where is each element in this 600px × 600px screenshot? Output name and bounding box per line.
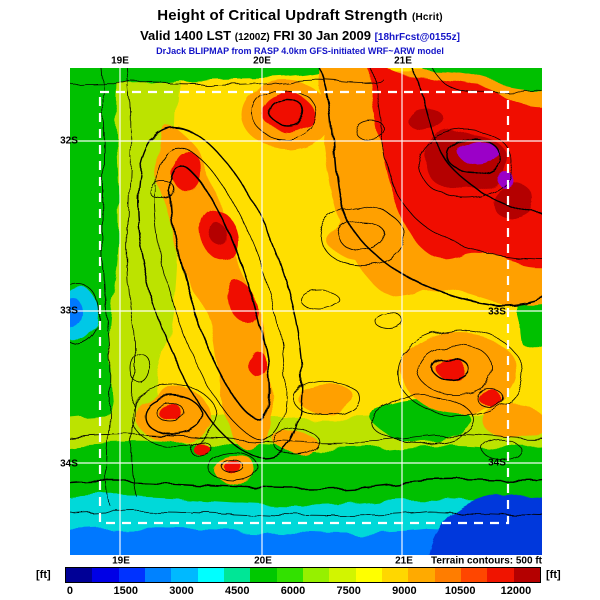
- lon-label-top-20e: 20E: [253, 55, 271, 67]
- forecast-run-tag: [18hrFcst@0155z]: [374, 32, 460, 43]
- model-attribution: DrJack BLIPMAP from RASP 4.0km GFS-initi…: [156, 46, 444, 56]
- lon-label-bottom-21e: 21E: [395, 555, 413, 567]
- colorbar-cell: [92, 568, 119, 582]
- colorbar-cell: [381, 568, 409, 582]
- colorbar-cell: [118, 568, 145, 582]
- map-plot: [70, 68, 542, 555]
- colorbar-tick-label: 6000: [280, 585, 306, 597]
- title-text: Height of Critical Updraft Strength: [157, 7, 408, 24]
- colorbar-unit-right: [ft]: [546, 569, 561, 581]
- colorbar-cell: [513, 568, 540, 582]
- header: Height of Critical Updraft Strength (Hcr…: [0, 7, 600, 56]
- colorbar-unit-left: [ft]: [36, 569, 51, 581]
- colorbar-cell: [355, 568, 382, 582]
- lon-label-top-19e: 19E: [111, 55, 129, 67]
- colorbar-tick-label: 10500: [444, 585, 476, 597]
- lat-label-left-33s: 33S: [60, 305, 78, 317]
- colorbar-tick-label: 12000: [500, 585, 532, 597]
- domain-boundary: [98, 90, 510, 525]
- valid-time-local: Valid 1400 LST: [140, 28, 232, 43]
- valid-time-zulu: (1200Z): [234, 32, 270, 43]
- valid-date: FRI 30 Jan 2009: [273, 28, 371, 43]
- lat-label-right-34s: 34S: [488, 457, 506, 469]
- lon-label-bottom-20e: 20E: [254, 555, 272, 567]
- lat-label-left-32s: 32S: [60, 135, 78, 147]
- colorbar-cell: [250, 568, 277, 582]
- colorbar-tick-label: 9000: [392, 585, 417, 597]
- terrain-contours-note: Terrain contours: 500 ft: [431, 555, 542, 567]
- colorbar-cell: [408, 568, 435, 582]
- lon-label-bottom-19e: 19E: [112, 555, 130, 567]
- colorbar-cell: [276, 568, 303, 582]
- colorbar: [65, 567, 541, 583]
- colorbar-cell: [302, 568, 330, 582]
- colorbar-tick-label: 0: [66, 585, 74, 597]
- colorbar-cell: [66, 568, 93, 582]
- lat-label-right-33s: 33S: [488, 306, 506, 318]
- colorbar-cell: [434, 568, 461, 582]
- valid-line: Valid 1400 LST (1200Z) FRI 30 Jan 2009 […: [0, 28, 600, 43]
- contour-lines-layer: [70, 68, 542, 517]
- lat-label-left-34s: 34S: [60, 458, 78, 470]
- graticule: [70, 68, 542, 555]
- colorbar-cell: [223, 568, 251, 582]
- lon-label-top-21e: 21E: [394, 55, 412, 67]
- colorbar-cell: [144, 568, 172, 582]
- colorbar-cell: [197, 568, 224, 582]
- colorbar-tick-label: 7500: [336, 585, 361, 597]
- title-parameter: (Hcrit): [411, 12, 443, 23]
- colorbar-cell: [329, 568, 356, 582]
- map-container: [70, 68, 542, 555]
- colorbar-tick-label: 3000: [169, 585, 194, 597]
- page-title: Height of Critical Updraft Strength (Hcr…: [0, 7, 600, 24]
- colorbar-ticks: 0 1500 3000 4500 6000 7500 9000 10500 12000: [65, 585, 541, 598]
- colorbar-tick-label: 4500: [224, 585, 250, 597]
- colorbar-cell: [487, 568, 514, 582]
- colorbar-cell: [460, 568, 488, 582]
- colorbar-tick-label: 1500: [113, 585, 138, 597]
- colorbar-cell: [171, 568, 198, 582]
